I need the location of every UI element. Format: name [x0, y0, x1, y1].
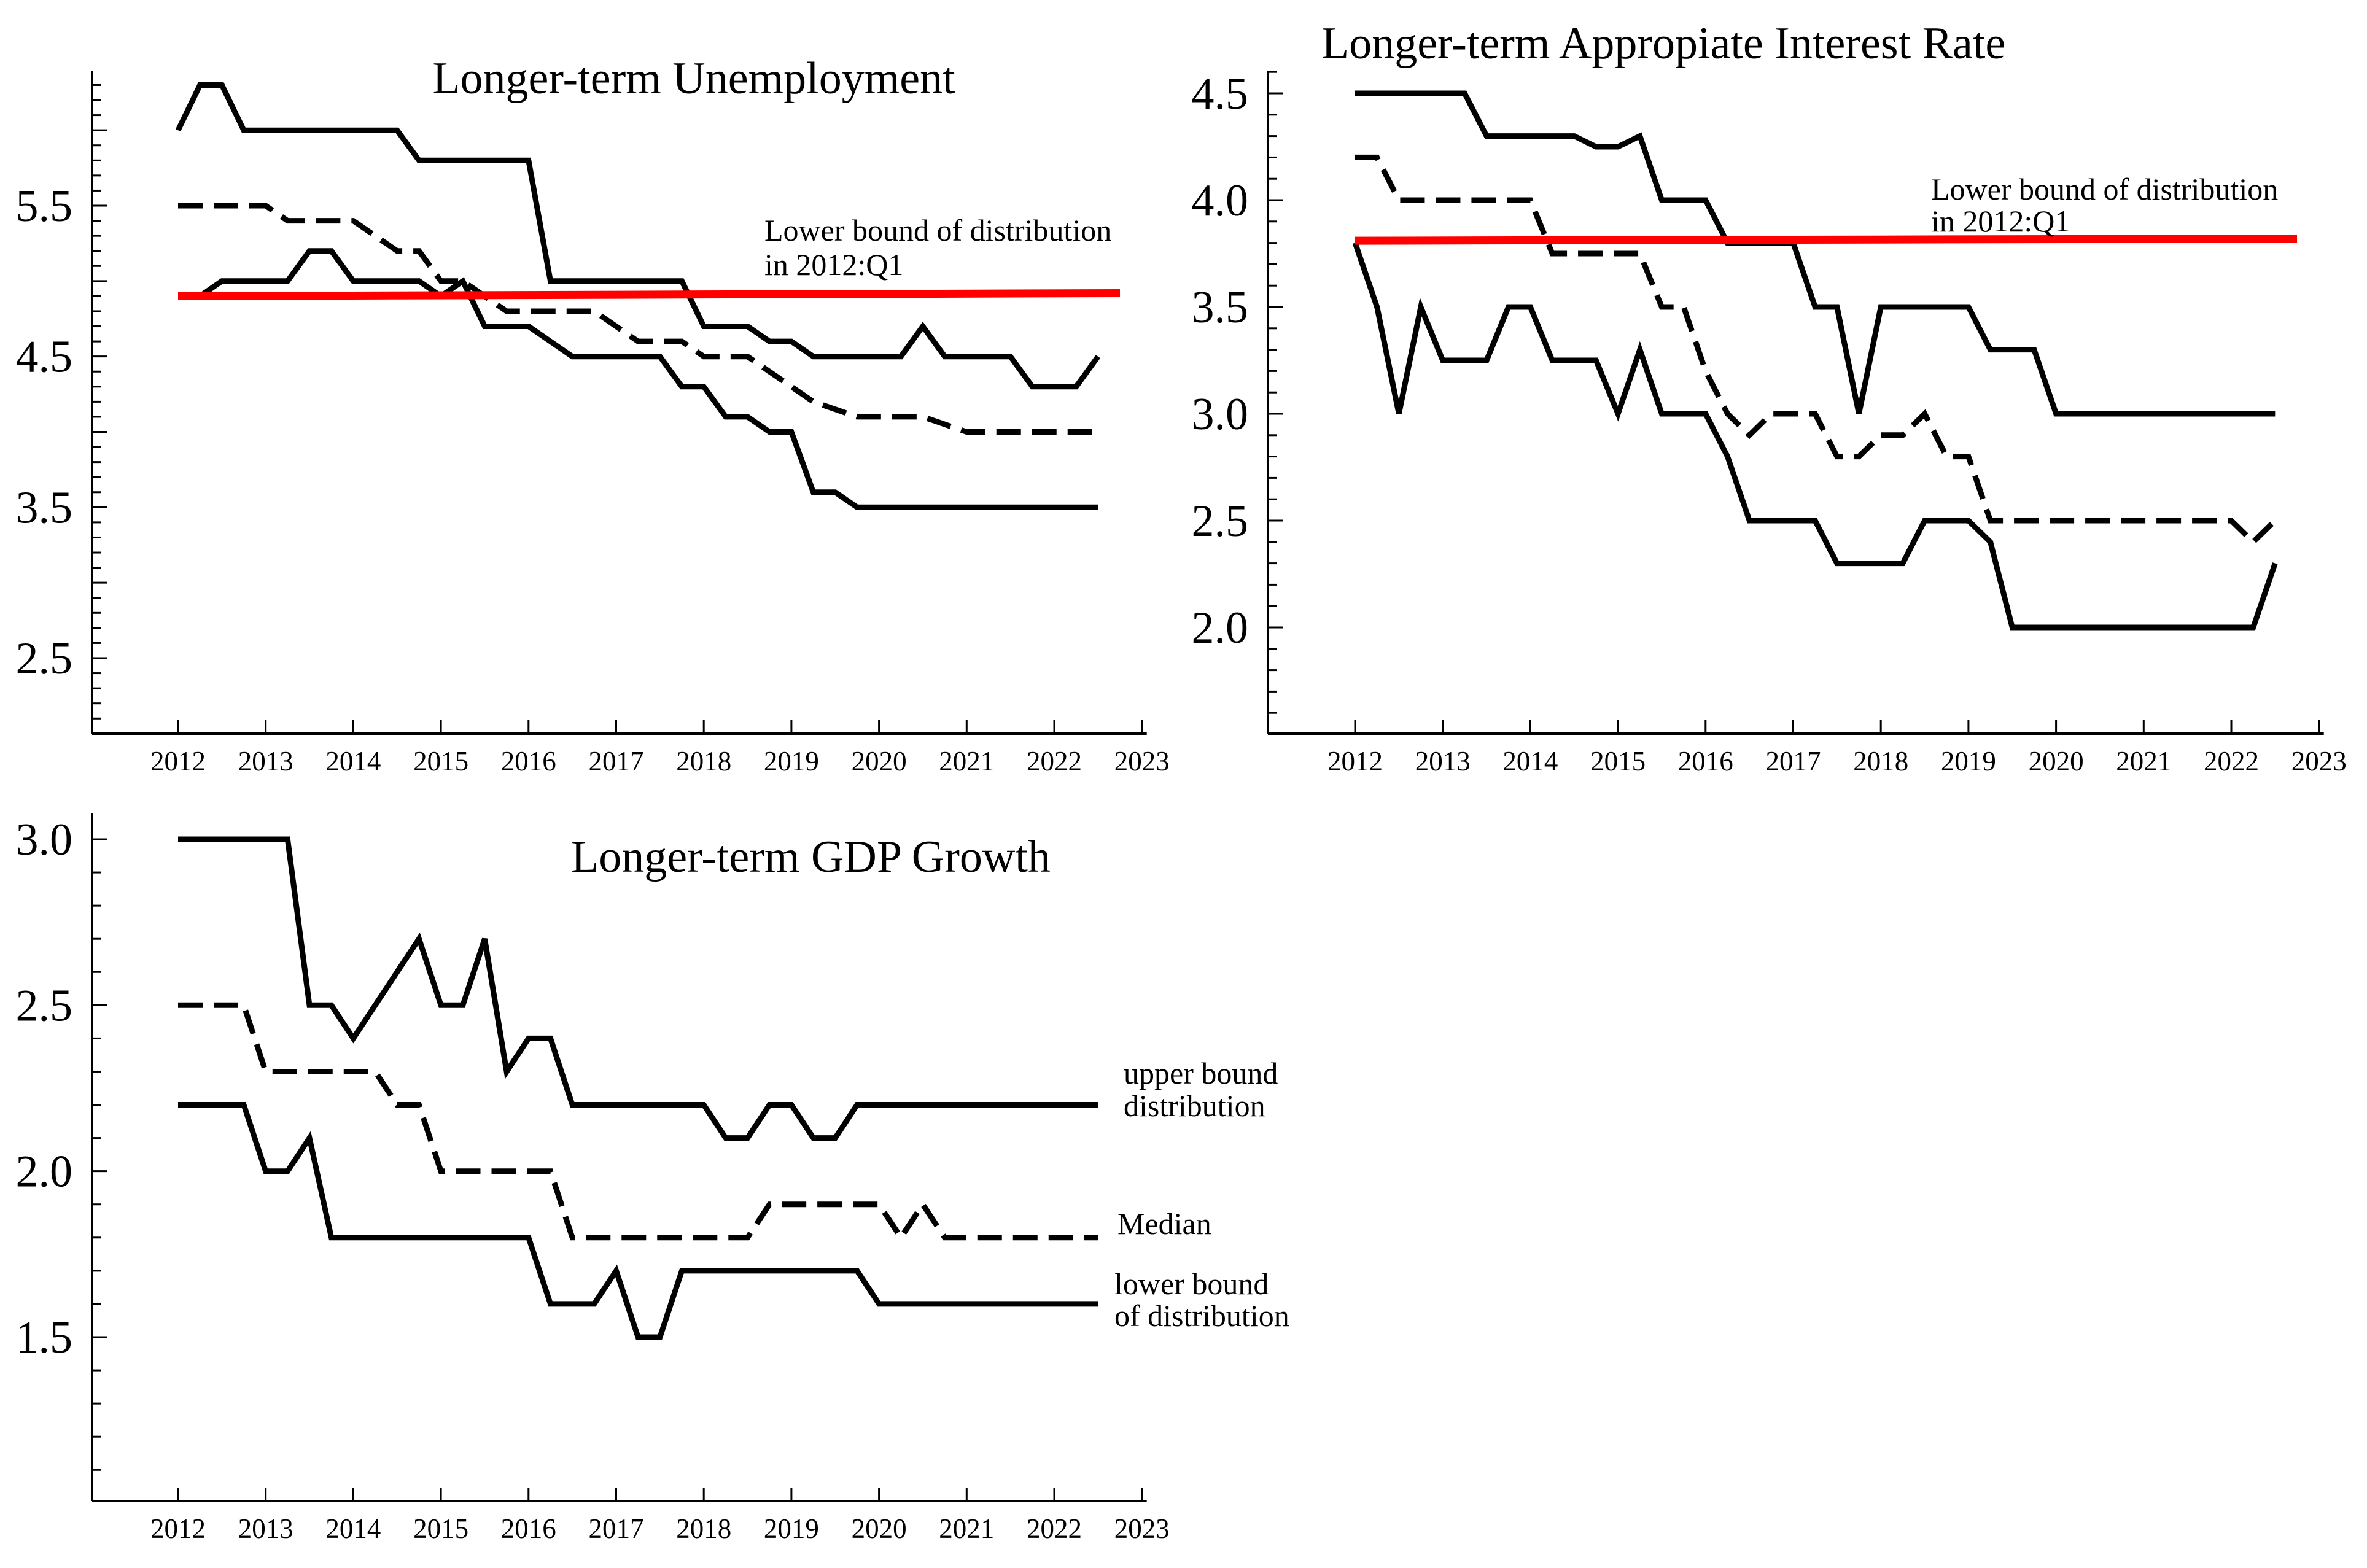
- interest-rate-x-tick-label: 2012: [1327, 746, 1383, 777]
- unemployment-reference-line: [177, 289, 1121, 300]
- unemployment-series-lower-bound-of-distribution: [178, 248, 1098, 510]
- gdp-growth-x-tick-label: 2018: [676, 1513, 731, 1544]
- interest-rate-y-tick-label: 2.5: [1192, 496, 1249, 546]
- unemployment-x-tick-label: 2022: [1027, 746, 1082, 777]
- chart-interest-rate: 2.0 2.5 3.0 3.5 4.0 4.5 2012 2013 2014 2015 2016 20…: [1192, 18, 2347, 777]
- gdp-growth-x-tick-label: 2013: [238, 1513, 293, 1544]
- chart-gdp-growth: 1.5 2.0 2.5 3.0 2012 2013 2014 2015 2016 2017 2018…: [16, 813, 1289, 1544]
- interest-rate-y-tick-label: 3.0: [1192, 389, 1249, 440]
- interest-rate-y-tick-label: 4.0: [1192, 176, 1249, 226]
- unemployment-series-upper-bound-of-distribution: [175, 82, 1100, 390]
- gdp-growth-x-tick-label: 2015: [413, 1513, 468, 1544]
- interest-rate-x-tick-label: 2018: [1853, 746, 1908, 777]
- unemployment-series-median: [178, 203, 1098, 435]
- unemployment-y-tick-label: 2.5: [16, 634, 73, 684]
- unemployment-x-tick-label: 2023: [1114, 746, 1170, 777]
- unemployment-x-tick-label: 2012: [150, 746, 206, 777]
- unemployment-y-tick-label: 3.5: [16, 483, 73, 533]
- gdp-growth-series-upper-bound-distribution: [178, 836, 1098, 1141]
- gdp-growth-series-label: lower bound: [1114, 1267, 1269, 1301]
- interest-rate-reference-label: in 2012:Q1: [1931, 204, 2070, 238]
- unemployment-title: Longer-term Unemployment: [432, 53, 955, 104]
- interest-rate-x-tick-label: 2023: [2291, 746, 2347, 777]
- gdp-growth-x-tick-label: 2014: [325, 1513, 381, 1544]
- gdp-growth-y-tick-label: 2.0: [16, 1147, 73, 1197]
- chart-unemployment: 2.5 3.5 4.5 5.5 2012 2013 2014 2015 2016 2017 2018…: [16, 53, 1170, 777]
- unemployment-reference-label: in 2012:Q1: [764, 247, 903, 282]
- gdp-growth-x-tick-label: 2023: [1114, 1513, 1170, 1544]
- interest-rate-title: Longer-term Appropiate Interest Rate: [1321, 18, 2005, 69]
- gdp-growth-x-tick-label: 2016: [501, 1513, 556, 1544]
- interest-rate-x-tick-label: 2022: [2204, 746, 2259, 777]
- interest-rate-x-tick-label: 2017: [1766, 746, 1821, 777]
- gdp-growth-series-label: Median: [1117, 1206, 1211, 1241]
- unemployment-x-tick-label: 2019: [764, 746, 819, 777]
- gdp-growth-series-label: distribution: [1124, 1089, 1265, 1123]
- interest-rate-x-tick-label: 2021: [2116, 746, 2171, 777]
- gdp-growth-y-tick-label: 1.5: [16, 1313, 73, 1363]
- interest-rate-x-tick-label: 2020: [2029, 746, 2084, 777]
- interest-rate-x-tick-label: 2015: [1590, 746, 1646, 777]
- unemployment-x-tick-label: 2015: [413, 746, 468, 777]
- interest-rate-series-upper-bound-of-distribution: [1355, 90, 2276, 417]
- unemployment-x-tick-label: 2020: [852, 746, 907, 777]
- unemployment-x-tick-label: 2016: [501, 746, 556, 777]
- gdp-growth-y-tick-label: 2.5: [16, 980, 73, 1031]
- unemployment-x-tick-label: 2013: [238, 746, 293, 777]
- interest-rate-y-tick-label: 3.5: [1192, 282, 1249, 333]
- gdp-growth-series-label: of distribution: [1114, 1298, 1289, 1333]
- unemployment-y-tick-label: 5.5: [16, 181, 73, 231]
- unemployment-reference-label: Lower bound of distribution: [764, 213, 1111, 247]
- gdp-growth-x-tick-label: 2022: [1027, 1513, 1082, 1544]
- gdp-growth-x-tick-label: 2012: [150, 1513, 206, 1544]
- gdp-growth-x-tick-label: 2017: [589, 1513, 644, 1544]
- interest-rate-x-tick-label: 2013: [1415, 746, 1471, 777]
- interest-rate-series-lower-bound-of-distribution: [1352, 242, 2278, 631]
- gdp-growth-series-lower-bound-of-distribution: [178, 1102, 1098, 1340]
- interest-rate-x-tick-label: 2014: [1502, 746, 1558, 777]
- unemployment-x-tick-label: 2017: [589, 746, 644, 777]
- gdp-growth-y-tick-label: 3.0: [16, 815, 73, 865]
- gdp-growth-series-label: upper bound: [1124, 1056, 1278, 1090]
- gdp-growth-series-median: [178, 1002, 1098, 1243]
- unemployment-x-tick-label: 2021: [939, 746, 994, 777]
- gdp-growth-x-tick-label: 2021: [939, 1513, 994, 1544]
- gdp-growth-x-tick-label: 2019: [764, 1513, 819, 1544]
- gdp-growth-x-tick-label: 2020: [852, 1513, 907, 1544]
- interest-rate-y-tick-label: 4.5: [1192, 69, 1249, 119]
- interest-rate-reference-label: Lower bound of distribution: [1931, 172, 2278, 206]
- interest-rate-y-tick-label: 2.0: [1192, 603, 1249, 653]
- interest-rate-reference-line: [1355, 235, 2298, 245]
- unemployment-y-tick-label: 4.5: [16, 332, 73, 382]
- unemployment-x-tick-label: 2018: [676, 746, 731, 777]
- gdp-growth-title: Longer-term GDP Growth: [571, 832, 1051, 882]
- unemployment-x-tick-label: 2014: [325, 746, 381, 777]
- interest-rate-x-tick-label: 2019: [1941, 746, 1996, 777]
- interest-rate-series-median: [1355, 154, 2277, 546]
- interest-rate-x-tick-label: 2016: [1678, 746, 1733, 777]
